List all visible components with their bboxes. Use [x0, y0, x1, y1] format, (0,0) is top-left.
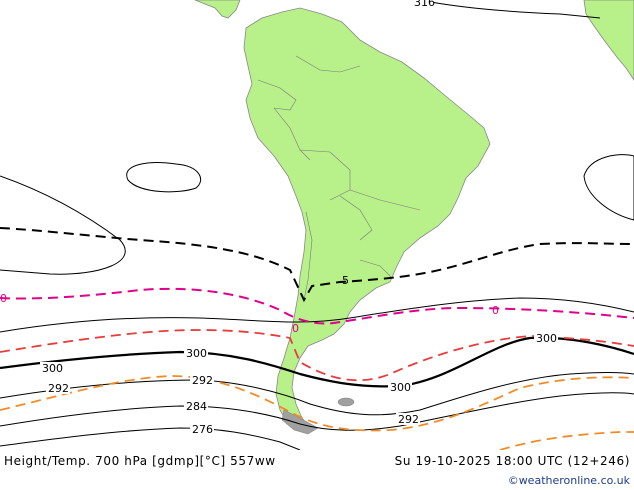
land-masses [194, 0, 634, 431]
credit-link[interactable]: ©weatheronline.co.uk [507, 474, 630, 487]
central-america-land [194, 0, 241, 19]
contour-closed-east [583, 154, 634, 221]
label-temp-0-east: 0 [492, 304, 499, 317]
temp-contour-5 [0, 227, 634, 303]
temp-zero-labels: 0 0 0 [0, 292, 499, 335]
contour-276 [0, 427, 301, 450]
contour-closed-west [126, 162, 201, 193]
map-footer: Height/Temp. 700 hPa [gdmp][°C] 557ww Su… [0, 450, 634, 490]
falkland-islands [337, 397, 355, 407]
contour-284 [0, 392, 634, 431]
border-brazil-south [349, 189, 421, 211]
contour-308 [0, 297, 634, 333]
label-temp-5: 5 [342, 274, 349, 287]
southern-islands [281, 397, 355, 435]
label-292-mid: 292 [192, 374, 213, 387]
contour-labels: 316 300 300 300 300 292 292 292 284 276 … [40, 0, 558, 436]
south-america-land [243, 7, 491, 431]
temp-contour-cold-a [0, 375, 634, 432]
label-300-west: 300 [42, 362, 63, 375]
contour-292 [0, 372, 634, 416]
border-paraguay [339, 195, 373, 241]
height-contours [0, 0, 634, 450]
map-canvas: 316 300 300 300 300 292 292 292 284 276 … [0, 0, 634, 450]
map-title: Height/Temp. 700 hPa [gdmp][°C] 557ww [4, 454, 276, 468]
label-284: 284 [186, 400, 207, 413]
label-276: 276 [192, 423, 213, 436]
contour-upper-west [0, 175, 126, 275]
label-316: 316 [414, 0, 435, 9]
border-bolivia [299, 149, 351, 201]
contour-316 [419, 0, 601, 19]
border-peru-brazil [273, 107, 311, 161]
africa-land [583, 0, 634, 81]
temp-contours-cold [0, 375, 634, 450]
label-300-low: 300 [390, 381, 411, 394]
label-300-east: 300 [536, 332, 557, 345]
border-uruguay [359, 259, 393, 279]
label-300-mid: 300 [186, 347, 207, 360]
label-temp-0-west: 0 [0, 292, 7, 305]
contour-300-bold [0, 336, 634, 388]
country-borders [257, 55, 421, 301]
label-temp-0-andes: 0 [292, 322, 299, 335]
tierra-del-fuego [281, 409, 319, 435]
border-chile-argentina [303, 211, 313, 301]
label-292-east: 292 [398, 413, 419, 426]
temp-contour-cold-b [499, 431, 634, 450]
border-colombia [257, 79, 297, 111]
forecast-datetime: Su 19-10-2025 18:00 UTC (12+246) [394, 454, 630, 468]
label-292-west: 292 [48, 382, 69, 395]
border-venezuela [295, 55, 361, 73]
